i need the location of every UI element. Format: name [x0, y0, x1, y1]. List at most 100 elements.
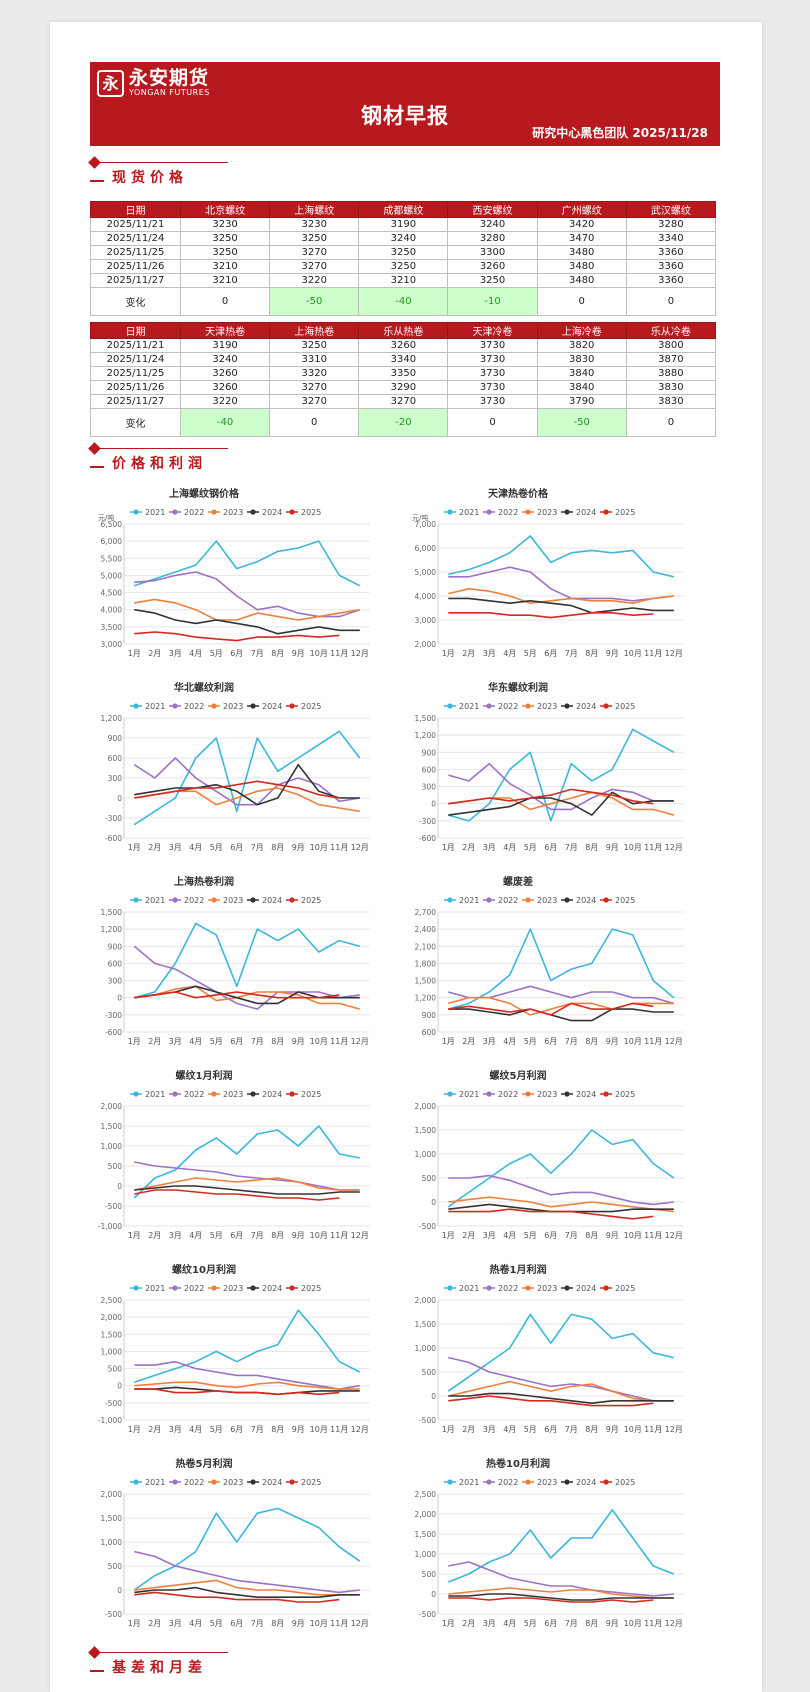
legend-label: 2022 — [184, 1478, 204, 1487]
x-tick-label: 10月 — [310, 1425, 328, 1434]
x-tick-label: 9月 — [292, 1425, 305, 1434]
line-chart: 上海热卷利润 2021 2022 2023 2024 2025 -600 -300 0 300 60… — [94, 872, 374, 1056]
x-tick-label: 12月 — [665, 649, 683, 658]
legend-item: 2025 — [286, 1090, 321, 1099]
y-tick-label: 500 — [422, 1368, 437, 1377]
y-tick-label: 1,500 — [415, 1126, 437, 1135]
x-tick-label: 9月 — [606, 1619, 619, 1628]
series-line-2021 — [134, 540, 361, 587]
price-cell: 3240 — [358, 231, 449, 246]
price-cell: 3840 — [536, 366, 627, 381]
series-line-2021 — [134, 1309, 361, 1384]
legend-label: 2021 — [459, 1478, 479, 1487]
price-cell: 3310 — [269, 352, 360, 367]
series-line-2024 — [448, 1008, 674, 1022]
y-tick-label: 6,000 — [101, 537, 123, 546]
legend-item: 2021 — [130, 896, 165, 905]
y-tick-label: 0 — [117, 1182, 122, 1191]
legend-marker — [486, 1091, 492, 1097]
x-tick-label: 7月 — [565, 1425, 578, 1434]
legend-label: 2021 — [459, 702, 479, 711]
legend-marker — [289, 897, 295, 903]
legend-label: 2022 — [498, 508, 518, 517]
legend-marker — [603, 897, 609, 903]
x-tick-label: 12月 — [351, 1425, 369, 1434]
x-tick-label: 9月 — [292, 843, 305, 852]
y-tick-label: 1,000 — [101, 1538, 123, 1547]
price-cell: 3470 — [536, 231, 627, 246]
x-tick-label: 8月 — [271, 1425, 284, 1434]
y-tick-label: 0 — [117, 1586, 122, 1595]
series-line-2022 — [448, 985, 675, 1005]
legend-marker — [133, 897, 139, 903]
x-tick-label: 7月 — [565, 1231, 578, 1240]
y-tick-label: 4,000 — [101, 606, 123, 615]
series-line-2021 — [448, 535, 674, 578]
x-tick-label: 7月 — [251, 649, 264, 658]
y-tick-label: 0 — [117, 994, 122, 1003]
series-line-2024 — [448, 791, 674, 816]
date-cell: 2025/11/24 — [90, 231, 181, 246]
x-tick-label: 2月 — [462, 1425, 475, 1434]
series-line-2025 — [448, 1208, 654, 1220]
x-tick-label: 2月 — [148, 843, 161, 852]
legend-item: 2022 — [169, 896, 204, 905]
y-tick-label: 600 — [108, 959, 123, 968]
price-cell: 3190 — [179, 338, 271, 353]
price-cell: 3250 — [447, 273, 538, 288]
chart-title: 螺废差 — [503, 875, 533, 888]
x-tick-label: 12月 — [351, 1619, 369, 1628]
yongan-logo-icon: 永 — [97, 69, 124, 97]
date-cell: 2025/11/26 — [90, 259, 181, 274]
date-cell: 2025/11/21 — [90, 338, 181, 353]
legend-item: 2025 — [600, 702, 635, 711]
legend-marker — [447, 1285, 453, 1291]
x-tick-label: 9月 — [292, 1037, 305, 1046]
price-cell: 3260 — [358, 338, 449, 353]
legend-label: 2023 — [223, 508, 243, 517]
x-tick-label: 4月 — [189, 1425, 202, 1434]
x-tick-label: 1月 — [442, 649, 455, 658]
price-cell: 3270 — [269, 380, 360, 395]
y-tick-label: 6,000 — [415, 544, 437, 553]
price-cell: 3320 — [269, 366, 360, 381]
legend-label: 2024 — [576, 1090, 596, 1099]
x-tick-label: 11月 — [330, 1231, 348, 1240]
legend-item: 2022 — [483, 1284, 518, 1293]
legend-label: 2023 — [223, 702, 243, 711]
legend-item: 2021 — [130, 1090, 165, 1099]
line-chart: 华东螺纹利润 2021 2022 2023 2024 2025 -600 -300 0 300 60… — [408, 678, 688, 862]
chart-svg: 热卷1月利润 2021 2022 2023 2024 2025 -500 0 500 1,000 1… — [415, 1263, 684, 1434]
legend-marker — [133, 1479, 139, 1485]
change-cell: 0 — [625, 287, 717, 316]
date-cell: 2025/11/26 — [90, 380, 181, 395]
legend-item: 2024 — [561, 896, 596, 905]
x-tick-label: 3月 — [169, 1037, 182, 1046]
logo-en-text: YONGAN FUTURES — [129, 88, 210, 97]
series-line-2024 — [448, 1392, 674, 1404]
y-tick-label: 1,500 — [415, 977, 437, 986]
legend-label: 2025 — [301, 508, 321, 517]
legend-item: 2023 — [208, 1090, 243, 1099]
legend-item: 2022 — [169, 1090, 204, 1099]
x-tick-label: 12月 — [351, 1231, 369, 1240]
y-tick-label: 1,000 — [415, 1550, 437, 1559]
y-tick-label: 1,000 — [101, 1142, 123, 1151]
x-tick-label: 8月 — [271, 843, 284, 852]
line-chart: 热卷1月利润 2021 2022 2023 2024 2025 -500 0 500 1,000 1… — [408, 1260, 688, 1444]
x-tick-label: 5月 — [210, 649, 223, 658]
legend-marker — [172, 897, 178, 903]
legend-marker — [289, 703, 295, 709]
col-header: 北京螺纹 — [179, 201, 271, 218]
x-tick-label: 1月 — [442, 1619, 455, 1628]
legend-item: 2024 — [247, 1090, 282, 1099]
y-tick-label: 0 — [117, 1382, 122, 1391]
legend-label: 2022 — [184, 508, 204, 517]
chart-svg: 华北螺纹利润 2021 2022 2023 2024 2025 -600 -300 0 300 60… — [101, 681, 370, 852]
legend-marker — [211, 1479, 217, 1485]
series-line-2025 — [448, 1597, 654, 1603]
table-row: 2025/11/21 3230 3230 3190 3240 3420 3280 — [90, 217, 717, 232]
x-tick-label: 1月 — [128, 843, 141, 852]
change-cell: 0 — [447, 408, 538, 437]
x-tick-label: 8月 — [271, 1231, 284, 1240]
